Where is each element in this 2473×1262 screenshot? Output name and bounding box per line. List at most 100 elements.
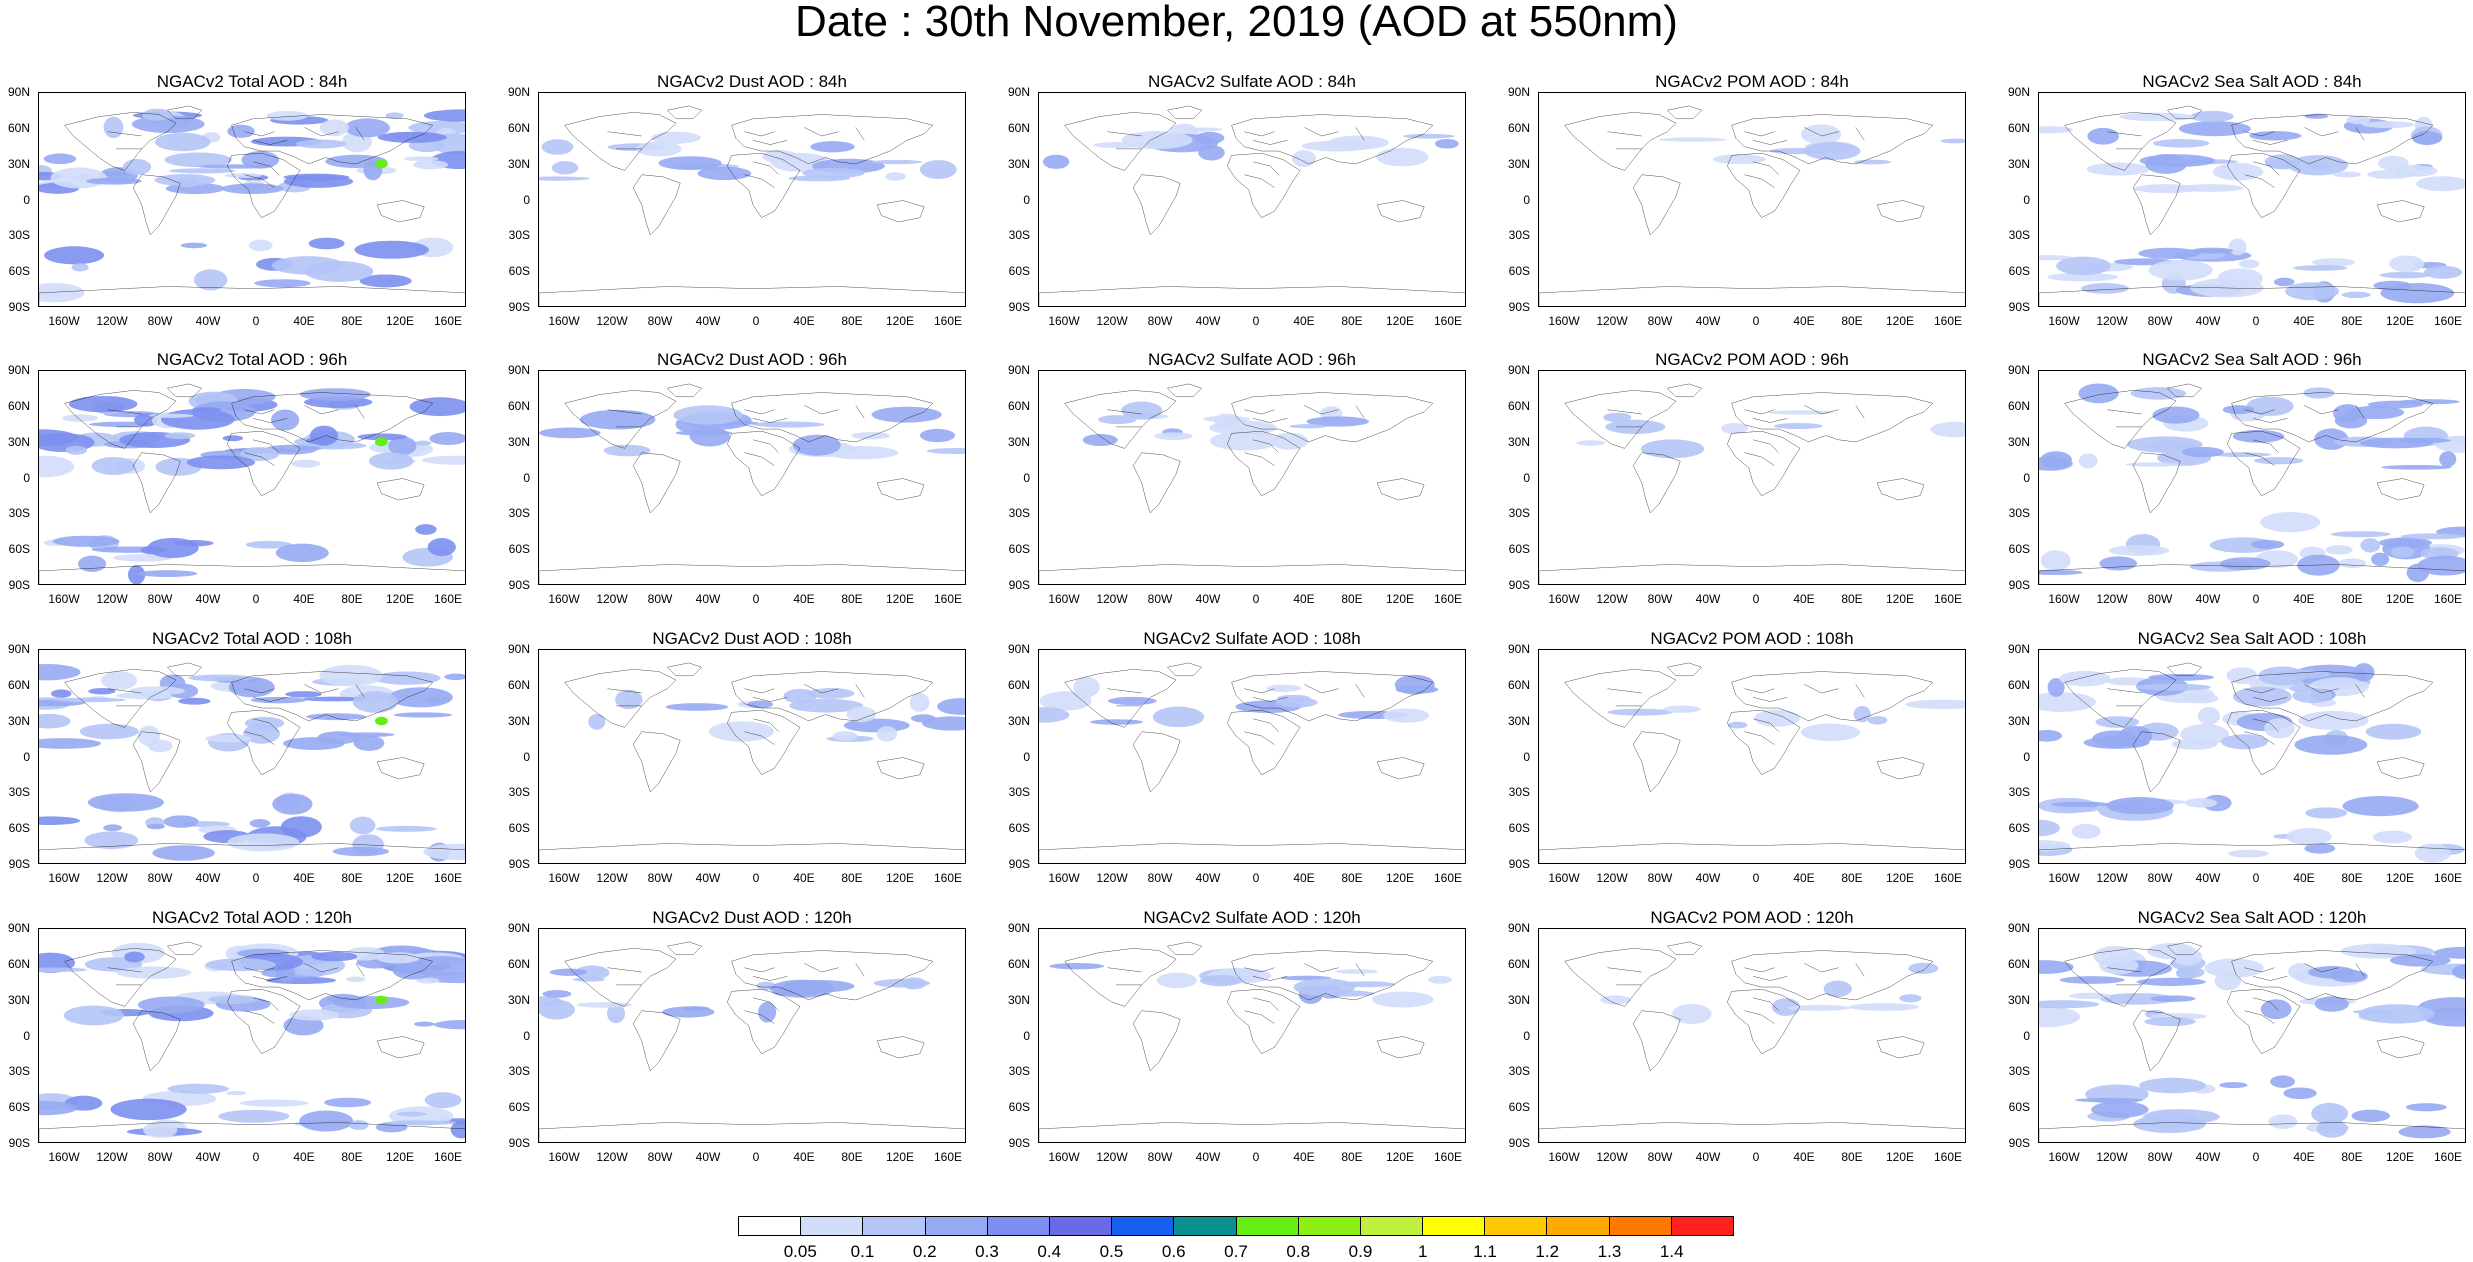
aod-patch <box>270 409 300 431</box>
aod-patch <box>427 538 456 557</box>
longitude-label: 0 <box>1752 871 1760 885</box>
latitude-label: 60N <box>507 678 530 692</box>
longitude-label: 120W <box>1596 1150 1628 1164</box>
aod-patch <box>88 688 116 695</box>
panel-title: NGACv2 Sea Salt AOD : 108h <box>2137 629 2367 648</box>
aod-patch <box>2260 999 2292 1020</box>
latitude-label: 90S <box>508 300 530 314</box>
aod-patch <box>2197 706 2221 726</box>
world-map <box>38 928 466 1143</box>
aod-patch <box>2184 798 2218 808</box>
coastline <box>877 479 924 501</box>
map-panel: NGACv2 Total AOD : 108h 90N 60N 30N 0 30S 60S 9… <box>0 629 480 887</box>
aod-patch <box>2087 127 2120 145</box>
panel-title: NGACv2 Dust AOD : 108h <box>652 629 852 648</box>
longitude-label: 120W <box>96 314 128 328</box>
latitude-label: 90N <box>2007 642 2030 656</box>
aod-patch <box>2401 533 2465 540</box>
latitude-label: 0 <box>523 193 530 207</box>
coastline <box>633 732 680 792</box>
latitude-label: 30N <box>1007 993 1030 1007</box>
coastline <box>2107 684 2364 744</box>
latitude-label: 90N <box>7 642 30 656</box>
longitude-label: 160W <box>2048 592 2080 606</box>
aod-patch <box>422 455 465 465</box>
aod-patch <box>1434 139 1459 149</box>
aod-patch <box>385 1120 456 1126</box>
longitude-label: 120E <box>1385 1150 1415 1164</box>
aod-patch <box>1042 154 1070 169</box>
coastline <box>727 989 800 1053</box>
aod-patch <box>673 405 743 425</box>
longitude-label: 120W <box>2096 871 2128 885</box>
aod-patch <box>266 110 308 121</box>
latitude-label: 30N <box>2007 157 2030 171</box>
latitude-label: 30S <box>508 1064 530 1078</box>
latitude-label: 60S <box>1008 264 1030 278</box>
aod-patch <box>2039 255 2073 261</box>
aod-patch <box>50 167 108 189</box>
coastline <box>1107 127 1364 187</box>
coastline <box>2227 710 2300 775</box>
aod-patch <box>2366 169 2414 179</box>
aod-patch <box>2152 139 2210 148</box>
aod-patch <box>2433 946 2465 959</box>
aod-patch <box>2423 265 2463 279</box>
aod-patch <box>1156 972 1197 989</box>
aod-patch <box>2127 436 2203 453</box>
aod-patch <box>53 697 126 703</box>
aod-patch <box>239 1099 309 1107</box>
longitude-label: 80W <box>2147 314 2173 328</box>
longitude-label: 0 <box>1252 871 1260 885</box>
longitude-label: 160W <box>48 871 80 885</box>
aod-patch <box>2405 1103 2447 1112</box>
aod-patch <box>2071 823 2101 839</box>
world-map <box>2038 92 2466 307</box>
coastline <box>377 479 424 501</box>
coastline <box>1232 115 1433 164</box>
coastline <box>1227 431 1300 496</box>
latitude-label: 90S <box>1008 578 1030 592</box>
latitude-label: 30S <box>2008 228 2030 242</box>
aod-patch <box>2332 171 2361 178</box>
aod-patch <box>402 956 465 976</box>
latitude-label: 90S <box>8 300 30 314</box>
longitude-label: 80E <box>841 314 863 328</box>
longitude-label: 80W <box>647 314 673 328</box>
longitude-label: 40E <box>1793 314 1815 328</box>
longitude-label: 40E <box>1293 1150 1315 1164</box>
latitude-label: 30N <box>7 157 30 171</box>
aod-patch <box>122 159 152 175</box>
latitude-label: 0 <box>523 1029 530 1043</box>
longitude-label: 40W <box>695 314 721 328</box>
coastline <box>539 565 966 586</box>
coastline <box>607 127 864 187</box>
longitude-label: 40E <box>1793 871 1815 885</box>
aod-patch <box>2250 539 2285 550</box>
latitude-label: 30N <box>1007 435 1030 449</box>
longitude-label: 80E <box>341 1150 363 1164</box>
aod-patch <box>2346 405 2405 420</box>
aod-patch <box>2340 943 2417 959</box>
latitude-label: 90S <box>2008 857 2030 871</box>
coastline <box>1539 1123 1966 1144</box>
longitude-label: 120E <box>1885 592 1915 606</box>
longitude-label: 120E <box>385 1150 415 1164</box>
longitude-label: 40E <box>1793 1150 1815 1164</box>
aod-patch <box>272 793 313 815</box>
coastline <box>877 201 924 223</box>
longitude-label: 40W <box>2195 1150 2221 1164</box>
longitude-label: 120W <box>596 592 628 606</box>
coastline <box>1877 201 1924 223</box>
longitude-label: 40W <box>195 1150 221 1164</box>
longitude-label: 160E <box>2433 592 2463 606</box>
longitude-label: 0 <box>1252 314 1260 328</box>
longitude-label: 80E <box>1341 871 1363 885</box>
latitude-label: 60S <box>1508 542 1530 556</box>
aod-patch <box>2452 964 2465 980</box>
longitude-label: 40W <box>2195 592 2221 606</box>
aod-patch <box>1199 975 1242 987</box>
longitude-label: 80E <box>341 592 363 606</box>
longitude-label: 120E <box>2385 592 2415 606</box>
aod-patch <box>141 113 176 120</box>
